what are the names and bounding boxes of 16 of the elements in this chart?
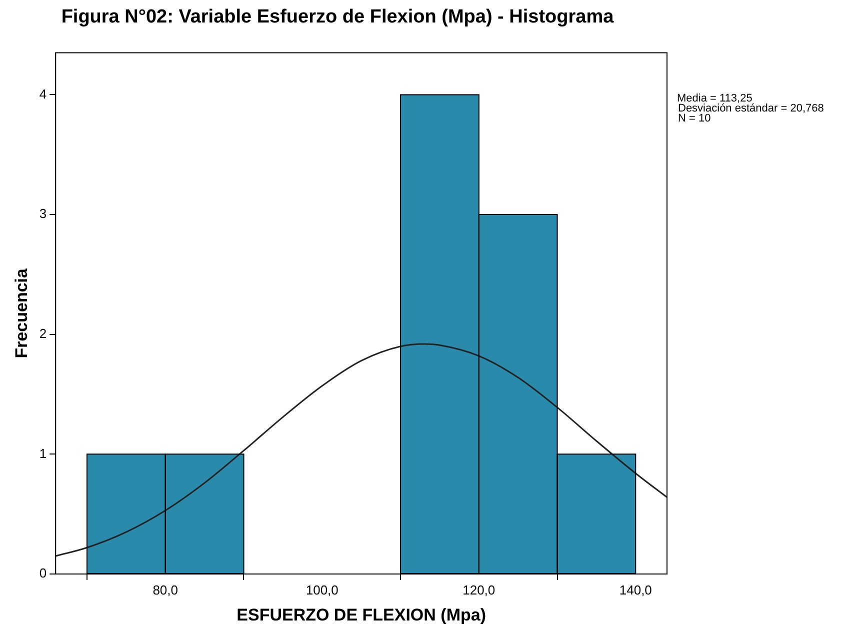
text: Desviación estándar = 20,768 xyxy=(678,102,824,114)
text: N = 10 xyxy=(678,112,711,124)
x-tick-label: 140,0 xyxy=(619,582,652,598)
y-tick-label: 4 xyxy=(39,86,47,102)
y-tick-label: 1 xyxy=(39,446,47,461)
line-series xyxy=(56,343,667,557)
text: Media = 113,25 xyxy=(677,92,752,104)
x-tick-label: 80,0 xyxy=(152,582,178,598)
y-tick-label: 2 xyxy=(39,326,47,341)
x-tick-label: 100,0 xyxy=(306,582,338,598)
y-axis-title: Frecuencia xyxy=(12,268,31,358)
x-tick-label: 120,0 xyxy=(462,582,496,598)
y-tick-label: 0 xyxy=(39,566,47,581)
chart-title: Figura N°02: Variable Esfuerzo de Flexion (Mpa) - Histograma xyxy=(61,6,614,28)
x-axis-title: ESFUERZO DE FLEXION (Mpa) xyxy=(236,605,486,624)
y-tick-label: 3 xyxy=(39,206,47,222)
